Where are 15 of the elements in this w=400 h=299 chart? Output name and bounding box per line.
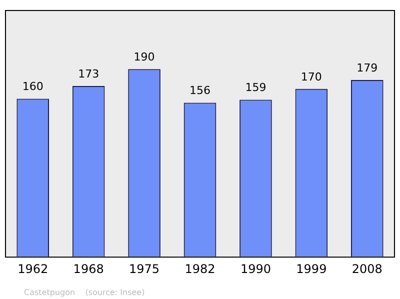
data-label: 156 — [190, 84, 210, 98]
x-tick-label: 2008 — [352, 262, 382, 276]
x-tick-label: 1975 — [129, 262, 160, 276]
x-tick-label: 1968 — [73, 262, 104, 276]
text: Castetpugon (source: Insee) — [24, 288, 145, 297]
x-tick-label: 1962 — [18, 262, 48, 276]
x-tick-label: 1990 — [240, 262, 271, 276]
x-tick-label: 1999 — [296, 262, 327, 276]
data-label: 160 — [22, 80, 44, 94]
data-label: 170 — [300, 70, 322, 84]
x-tick-label: 1982 — [184, 262, 216, 276]
data-label: 173 — [78, 67, 100, 80]
data-label: 179 — [356, 61, 378, 74]
data-label: 159 — [245, 81, 266, 94]
data-label: 190 — [134, 50, 155, 64]
